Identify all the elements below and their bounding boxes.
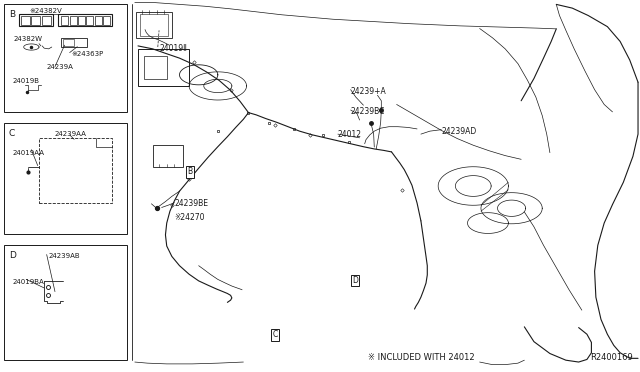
Text: ※24270: ※24270 xyxy=(174,213,205,222)
Text: 24239+A: 24239+A xyxy=(351,87,387,96)
Text: 24239BE: 24239BE xyxy=(174,199,209,208)
Text: B: B xyxy=(187,167,192,176)
Text: D: D xyxy=(9,251,16,260)
Text: 24239AA: 24239AA xyxy=(55,131,87,137)
Text: R2400169: R2400169 xyxy=(590,353,633,362)
Bar xyxy=(31,16,40,25)
Bar xyxy=(138,49,189,86)
Bar xyxy=(103,16,110,25)
Text: 24239AD: 24239AD xyxy=(442,126,477,136)
Bar xyxy=(4,4,127,112)
Bar xyxy=(42,16,51,25)
Text: ※24382V: ※24382V xyxy=(29,8,62,14)
Bar xyxy=(86,16,93,25)
Bar xyxy=(19,15,53,26)
Text: 24019AA: 24019AA xyxy=(12,150,44,155)
Bar xyxy=(39,138,113,203)
Bar xyxy=(61,16,68,25)
Text: D: D xyxy=(352,276,358,285)
Bar xyxy=(4,245,127,360)
Bar xyxy=(4,123,127,234)
Text: ※ INCLUDED WITH 24012: ※ INCLUDED WITH 24012 xyxy=(368,353,474,362)
Bar xyxy=(78,16,85,25)
Text: 24239AB: 24239AB xyxy=(49,253,80,259)
Text: 24019BA: 24019BA xyxy=(12,279,44,285)
Text: ※24363P: ※24363P xyxy=(71,51,103,57)
Bar xyxy=(145,56,167,78)
Text: 24019Ⅱ: 24019Ⅱ xyxy=(159,44,187,53)
Text: 24239BC: 24239BC xyxy=(351,108,385,116)
Bar xyxy=(58,15,113,26)
Bar xyxy=(136,12,172,38)
Text: C: C xyxy=(9,129,15,138)
Text: 24239A: 24239A xyxy=(47,64,74,70)
Text: 24382W: 24382W xyxy=(13,36,42,42)
Bar xyxy=(95,16,102,25)
Bar xyxy=(63,39,74,46)
Text: 24019B: 24019B xyxy=(12,78,39,84)
Bar xyxy=(61,38,87,47)
Bar xyxy=(153,145,182,167)
Bar xyxy=(21,16,30,25)
Bar xyxy=(70,16,77,25)
Text: B: B xyxy=(9,10,15,19)
Text: C: C xyxy=(273,330,278,340)
Bar xyxy=(140,14,168,36)
Text: 24012: 24012 xyxy=(338,130,362,140)
